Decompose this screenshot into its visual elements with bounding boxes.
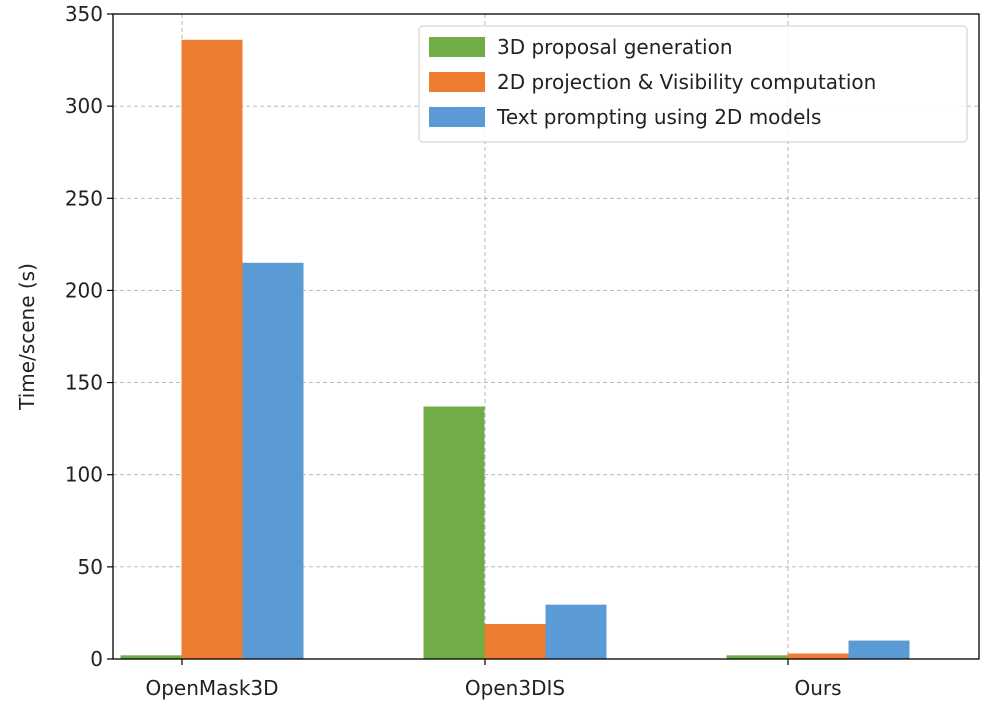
y-tick-label: 150 — [65, 371, 103, 395]
bar — [545, 604, 607, 659]
x-tick-label: Ours — [794, 676, 841, 700]
y-tick-label: 0 — [90, 647, 103, 671]
x-axis-ticks: OpenMask3D Open3DIS Ours — [145, 659, 842, 700]
legend-label: 3D proposal generation — [497, 35, 733, 59]
legend: 3D proposal generation 2D projection & Vi… — [418, 25, 968, 143]
y-tick-label: 200 — [65, 278, 103, 302]
bar — [848, 640, 910, 659]
bar — [120, 655, 182, 659]
y-tick-label: 250 — [65, 186, 103, 210]
y-tick-label: 100 — [65, 463, 103, 487]
bar — [726, 655, 788, 659]
y-axis-ticks: 0 50 100 150 200 250 300 350 — [65, 2, 113, 671]
legend-swatch — [429, 72, 485, 92]
legend-swatch — [429, 37, 485, 57]
x-tick-label: OpenMask3D — [145, 676, 278, 700]
bar — [484, 623, 546, 659]
legend-box — [418, 25, 968, 143]
y-tick-label: 350 — [65, 2, 103, 26]
bar — [787, 653, 849, 659]
y-tick-label: 300 — [65, 94, 103, 118]
bar — [423, 406, 485, 659]
bars — [120, 39, 910, 660]
bar — [242, 262, 304, 659]
legend-label: 2D projection & Visibility computation — [497, 70, 876, 94]
legend-label: Text prompting using 2D models — [496, 105, 821, 129]
y-axis-label: Time/scene (s) — [15, 263, 39, 411]
legend-swatch — [429, 107, 485, 127]
y-tick-label: 50 — [78, 555, 103, 579]
plot-frame — [112, 13, 980, 660]
legend-items: 3D proposal generation 2D projection & Vi… — [429, 35, 876, 129]
x-tick-label: Open3DIS — [465, 676, 565, 700]
bar — [181, 39, 243, 660]
